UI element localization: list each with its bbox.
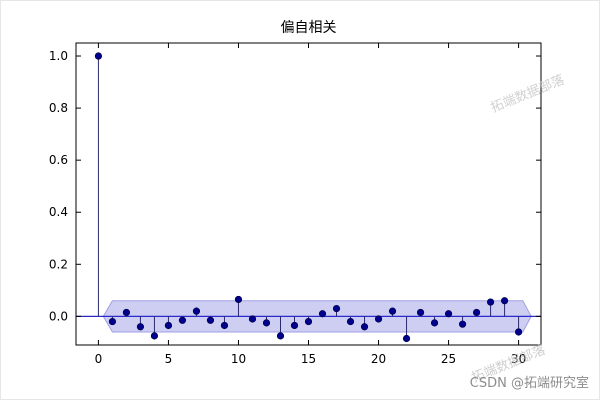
svg-text:5: 5 bbox=[165, 352, 173, 366]
svg-text:10: 10 bbox=[231, 352, 246, 366]
svg-text:0.4: 0.4 bbox=[49, 205, 68, 219]
svg-text:30: 30 bbox=[511, 352, 526, 366]
svg-text:0.6: 0.6 bbox=[49, 153, 68, 167]
svg-text:20: 20 bbox=[371, 352, 386, 366]
svg-text:0.2: 0.2 bbox=[49, 257, 68, 271]
svg-text:15: 15 bbox=[301, 352, 316, 366]
svg-text:0.8: 0.8 bbox=[49, 101, 68, 115]
svg-text:25: 25 bbox=[441, 352, 456, 366]
svg-text:1.0: 1.0 bbox=[49, 49, 68, 63]
svg-text:0: 0 bbox=[95, 352, 103, 366]
watermark-csdn: CSDN @拓端研究室 bbox=[469, 376, 589, 391]
svg-text:0.0: 0.0 bbox=[49, 309, 68, 323]
chart-title: 偏自相关 bbox=[280, 20, 337, 36]
